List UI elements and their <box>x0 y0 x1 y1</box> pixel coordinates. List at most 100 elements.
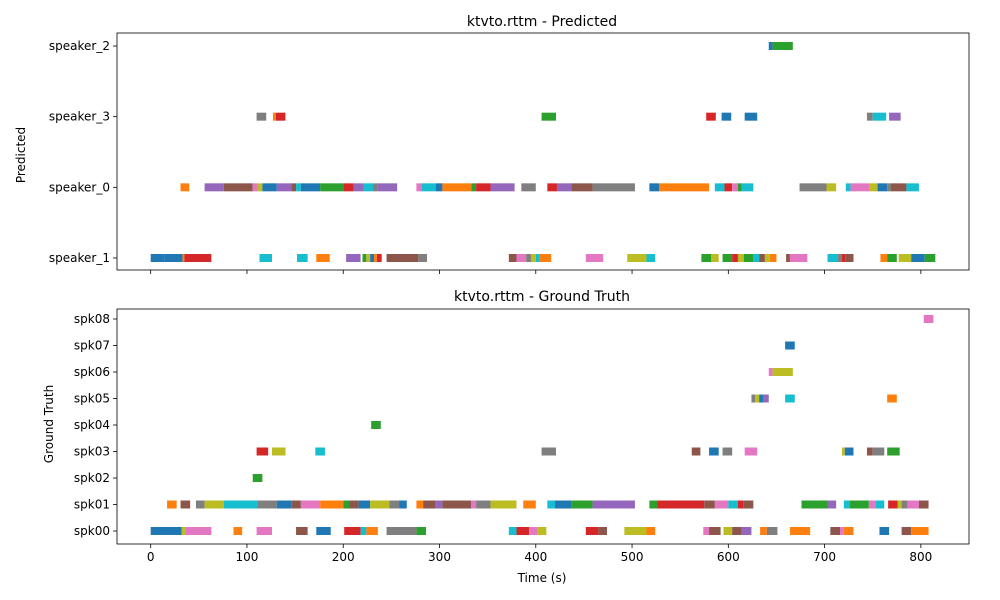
ground-truth-title: ktvto.rttm - Ground Truth <box>454 289 630 305</box>
ground-truth-segment-spk00 <box>233 527 243 535</box>
ground-truth-segment-spk05 <box>751 394 756 403</box>
predicted-segment-speaker_1 <box>898 254 912 262</box>
ground-truth-segment-spk01 <box>875 500 885 509</box>
ground-truth-axes-frame <box>116 308 970 545</box>
predicted-segment-speaker_1 <box>362 254 367 262</box>
predicted-segment-speaker_1 <box>374 254 377 262</box>
ground-truth-segment-spk01 <box>223 500 258 509</box>
predicted-segment-speaker_3 <box>272 112 276 121</box>
ground-truth-segment-spk00 <box>723 527 733 535</box>
x-tick-label: 500 <box>621 550 644 564</box>
ground-truth-segment-spk01 <box>849 500 869 509</box>
ground-truth-row-label: spk08 <box>74 312 110 326</box>
predicted-segment-speaker_0 <box>724 183 733 192</box>
predicted-segment-speaker_0 <box>257 183 263 192</box>
predicted-segment-speaker_0 <box>592 183 635 192</box>
predicted-segment-speaker_3 <box>866 112 873 121</box>
ground-truth-segment-spk01 <box>300 500 321 509</box>
ground-truth-segment-spk00 <box>911 527 929 535</box>
ground-truth-segment-spk01 <box>714 500 729 509</box>
ground-truth-segment-spk00 <box>732 527 742 535</box>
predicted-segment-speaker_0 <box>300 183 321 192</box>
ground-truth-row-label: spk02 <box>74 471 110 485</box>
predicted-segment-speaker_0 <box>476 183 491 192</box>
ground-truth-segment-spk00 <box>360 527 367 535</box>
x-tick-label: 800 <box>909 550 932 564</box>
predicted-segment-speaker_1 <box>753 254 760 262</box>
ground-truth-segment-spk00 <box>766 527 778 535</box>
ground-truth-segment-spk01 <box>180 500 191 509</box>
predicted-row-label: speaker_1 <box>49 251 110 265</box>
x-tick-label: 0 <box>147 550 155 564</box>
ground-truth-segment-spk01 <box>801 500 828 509</box>
predicted-segment-speaker_1 <box>346 254 361 262</box>
ground-truth-segment-spk00 <box>416 527 427 535</box>
ground-truth-row-label: spk03 <box>74 445 110 459</box>
ground-truth-segment-spk01 <box>704 500 715 509</box>
ground-truth-segment-spk01 <box>843 500 850 509</box>
predicted-segment-speaker_0 <box>826 183 837 192</box>
ground-truth-segment-spk05 <box>759 394 763 403</box>
predicted-segment-speaker_0 <box>877 183 888 192</box>
predicted-segment-speaker_0 <box>891 183 907 192</box>
ground-truth-segment-spk01 <box>547 500 556 509</box>
predicted-segment-speaker_0 <box>204 183 224 192</box>
predicted-segment-speaker_0 <box>262 183 277 192</box>
predicted-segment-speaker_0 <box>521 183 536 192</box>
ground-truth-segment-spk03 <box>722 447 733 456</box>
predicted-segment-speaker_0 <box>571 183 593 192</box>
ground-truth-segment-spk01 <box>649 500 658 509</box>
ground-truth-segment-spk01 <box>167 500 177 509</box>
predicted-segment-speaker_0 <box>869 183 878 192</box>
ground-truth-segment-spk06 <box>772 368 793 376</box>
predicted-segment-speaker_0 <box>845 183 851 192</box>
predicted-segment-speaker_0 <box>435 183 443 192</box>
ground-truth-segment-spk00 <box>529 527 538 535</box>
predicted-segment-speaker_0 <box>421 183 436 192</box>
x-tick-label: 700 <box>813 550 836 564</box>
ground-truth-segment-spk00 <box>516 527 530 535</box>
predicted-segment-speaker_0 <box>649 183 660 192</box>
predicted-segment-speaker_0 <box>252 183 258 192</box>
ground-truth-segment-spk01 <box>276 500 292 509</box>
ground-truth-segment-spk03 <box>709 447 719 456</box>
predicted-segment-speaker_0 <box>887 183 892 192</box>
predicted-segment-speaker_1 <box>710 254 719 262</box>
ground-truth-segment-spk08 <box>923 315 934 323</box>
ground-truth-segment-spk00 <box>185 527 212 535</box>
predicted-segment-speaker_1 <box>764 254 770 262</box>
ground-truth-segment-spk00 <box>624 527 647 535</box>
ground-truth-segment-spk01 <box>901 500 908 509</box>
predicted-row-label: speaker_2 <box>49 39 110 53</box>
predicted-segment-speaker_1 <box>316 254 330 262</box>
ground-truth-row-label: spk06 <box>74 365 110 379</box>
ground-truth-segment-spk05 <box>762 394 769 403</box>
predicted-segment-speaker_1 <box>182 254 185 262</box>
predicted-segment-speaker_1 <box>526 254 531 262</box>
ground-truth-segment-spk01 <box>657 500 705 509</box>
ground-truth-segment-spk01 <box>416 500 424 509</box>
ground-truth-segment-spk00 <box>709 527 721 535</box>
ground-truth-segment-spk03 <box>872 447 885 456</box>
predicted-segment-speaker_3 <box>744 112 758 121</box>
x-tick-label: 300 <box>428 550 451 564</box>
ground-truth-segment-spk00 <box>537 527 547 535</box>
predicted-segment-speaker_0 <box>737 183 742 192</box>
ground-truth-segment-spk03 <box>841 447 845 456</box>
predicted-segment-speaker_3 <box>721 112 732 121</box>
ground-truth-row-label: spk05 <box>74 392 110 406</box>
ground-truth-segment-spk00 <box>760 527 767 535</box>
predicted-segment-speaker_0 <box>180 183 190 192</box>
predicted-segment-speaker_0 <box>377 183 398 192</box>
predicted-segment-speaker_1 <box>845 254 854 262</box>
ground-truth-segment-spk01 <box>320 500 344 509</box>
predicted-title: ktvto.rttm - Predicted <box>467 14 617 30</box>
predicted-segment-speaker_3 <box>889 112 901 121</box>
predicted-segment-speaker_0 <box>556 183 572 192</box>
predicted-segment-speaker_0 <box>471 183 477 192</box>
predicted-segment-speaker_0 <box>741 183 754 192</box>
ground-truth-segment-spk01 <box>571 500 593 509</box>
predicted-segment-speaker_0 <box>343 183 354 192</box>
predicted-segment-speaker_1 <box>535 254 540 262</box>
